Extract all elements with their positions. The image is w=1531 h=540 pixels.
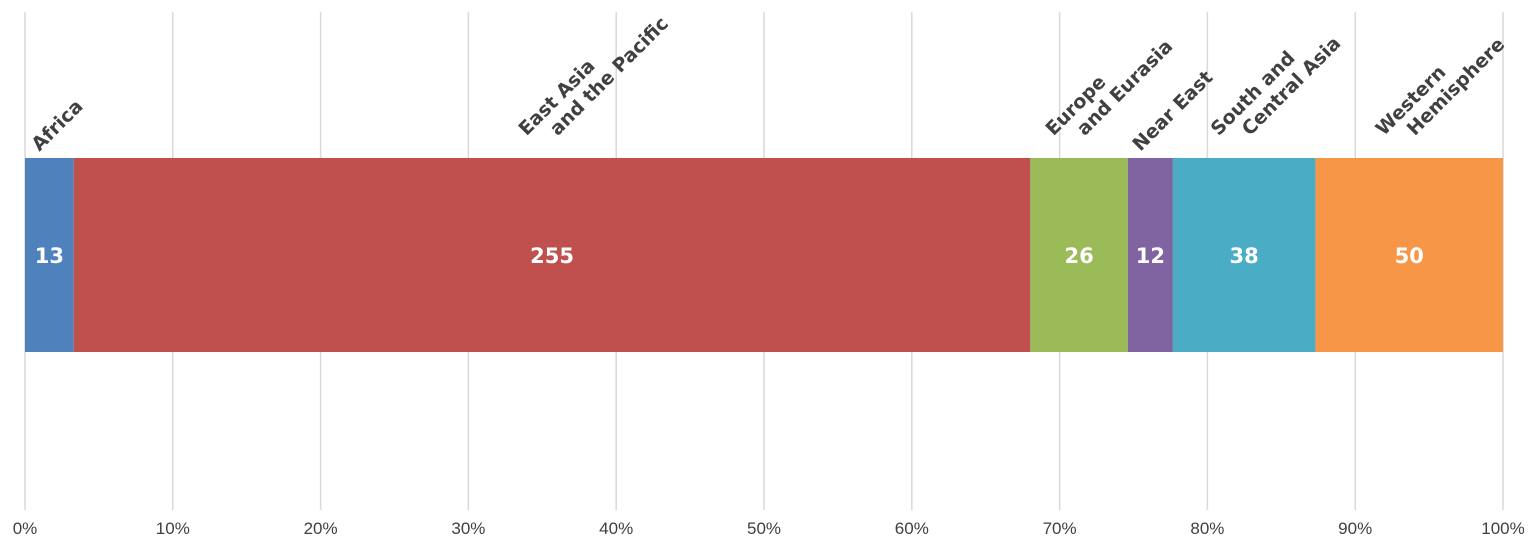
- category-label-east-asia-and-the-pacific: East Asiaand the Pacific: [514, 0, 672, 156]
- x-tick-label: 20%: [304, 519, 338, 538]
- value-label-western-hemisphere: 50: [1395, 244, 1424, 268]
- category-label-line: Africa: [27, 95, 87, 155]
- value-label-south-and-central-asia: 38: [1230, 244, 1259, 268]
- bar-segment-europe-and-eurasia: [1030, 158, 1128, 352]
- x-tick-label: 60%: [895, 519, 929, 538]
- x-tick-label: 90%: [1338, 519, 1372, 538]
- x-tick-label: 30%: [451, 519, 485, 538]
- segment-value-labels: 13 255 26 12 38 50: [35, 244, 1424, 268]
- x-tick-label: 40%: [599, 519, 633, 538]
- category-label-south-and-central-asia: South andCentral Asia: [1207, 17, 1346, 156]
- bar-segment-east-asia-and-the-pacific: [73, 158, 1031, 352]
- category-label-western-hemisphere: WesternHemisphere: [1372, 18, 1510, 156]
- bar-segment-south-and-central-asia: [1172, 158, 1316, 352]
- x-axis-tick-labels: 0% 10% 20% 30% 40% 50% 60% 70% 80% 90% 100%: [13, 519, 1525, 538]
- bar-segments: [25, 158, 1503, 352]
- x-tick-label: 50%: [747, 519, 781, 538]
- x-tick-label: 10%: [156, 519, 190, 538]
- category-labels: Africa East Asiaand the Pacific Europeand …: [27, 0, 1510, 156]
- category-label-africa: Africa: [27, 95, 87, 155]
- value-label-europe-and-eurasia: 26: [1064, 244, 1093, 268]
- bar-segment-near-east: [1127, 158, 1173, 352]
- bar-segment-western-hemisphere: [1315, 158, 1503, 352]
- value-label-near-east: 12: [1136, 244, 1165, 268]
- x-tick-label: 100%: [1481, 519, 1524, 538]
- value-label-east-asia-and-the-pacific: 255: [530, 244, 574, 268]
- x-tick-label: 70%: [1043, 519, 1077, 538]
- bar-segment-africa: [25, 158, 74, 352]
- x-tick-label: 80%: [1190, 519, 1224, 538]
- x-tick-label: 0%: [13, 519, 38, 538]
- value-label-africa: 13: [35, 244, 64, 268]
